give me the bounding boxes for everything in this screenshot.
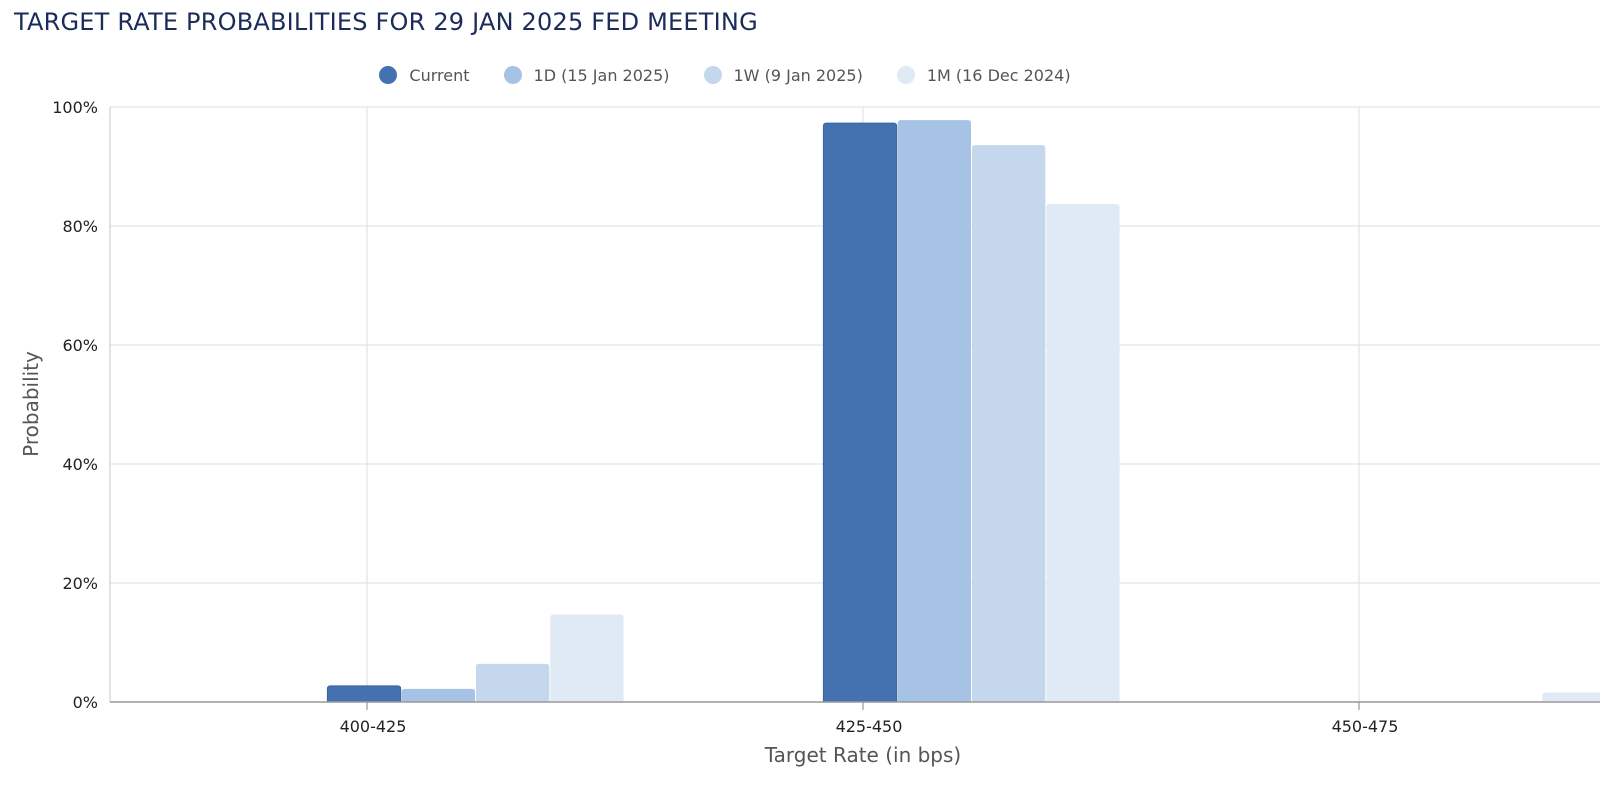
- legend-label-1m: 1M (16 Dec 2024): [926, 65, 1071, 85]
- bar[interactable]: [1046, 203, 1120, 703]
- bar[interactable]: [1542, 692, 1600, 702]
- bar[interactable]: [897, 120, 971, 703]
- bars-group: [326, 120, 1600, 703]
- bar[interactable]: [476, 663, 550, 702]
- legend-circle-icon: [703, 66, 722, 84]
- y-tick-label: 0%: [73, 693, 98, 712]
- legend-circle-icon: [503, 66, 522, 84]
- y-tick-label: 80%: [62, 217, 98, 236]
- legend-item-1w[interactable]: 1W (9 Jan 2025): [703, 65, 863, 85]
- x-axis-title: Target Rate (in bps): [764, 743, 961, 767]
- chart-legend: Current 1D (15 Jan 2025) 1W (9 Jan 2025)…: [0, 62, 1600, 88]
- bar[interactable]: [326, 685, 402, 703]
- legend-label-1d: 1D (15 Jan 2025): [533, 65, 670, 85]
- y-tick-label: 60%: [62, 336, 98, 355]
- legend-circle-icon: [896, 66, 915, 84]
- bar[interactable]: [822, 122, 898, 703]
- legend-label-current: Current: [409, 65, 470, 85]
- bar[interactable]: [401, 688, 475, 702]
- x-tick-label: 450-475: [1332, 717, 1399, 736]
- chart-title: TARGET RATE PROBABILITIES FOR 29 JAN 202…: [14, 8, 758, 36]
- legend-item-1m[interactable]: 1M (16 Dec 2024): [896, 65, 1071, 85]
- y-tick-label: 100%: [52, 98, 98, 117]
- legend-item-1d[interactable]: 1D (15 Jan 2025): [503, 65, 670, 85]
- bar[interactable]: [972, 145, 1046, 702]
- y-tick-label: 40%: [62, 455, 98, 474]
- y-tick-label: 20%: [62, 574, 98, 593]
- bar[interactable]: [550, 614, 624, 702]
- x-tick-label: 425-450: [836, 717, 903, 736]
- legend-label-1w: 1W (9 Jan 2025): [733, 65, 863, 85]
- legend-circle-icon: [379, 66, 398, 84]
- x-tick-label: 400-425: [340, 717, 407, 736]
- y-axis-title: Probability: [19, 351, 43, 457]
- legend-item-current[interactable]: Current: [379, 65, 470, 85]
- axes-group: 0% 20% 40% 60% 80% 100% 400-425 425-450 450-475: [52, 98, 1600, 736]
